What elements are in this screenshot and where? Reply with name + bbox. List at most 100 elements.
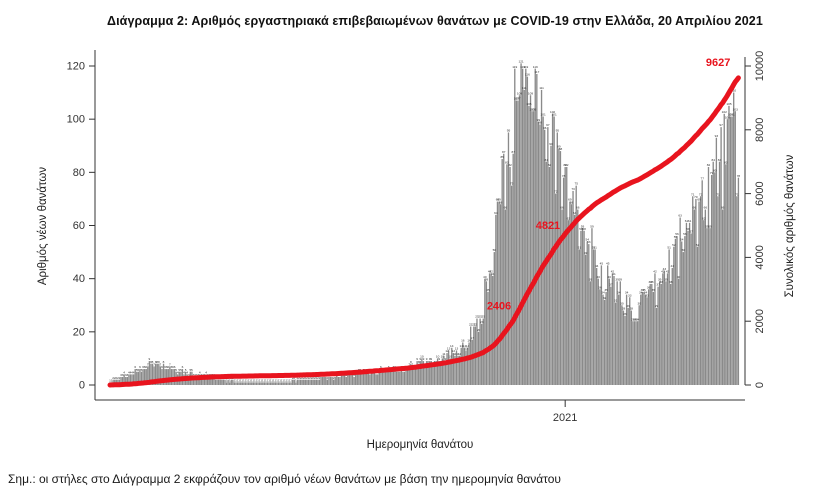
bar	[293, 379, 295, 385]
bar	[244, 382, 247, 385]
bar	[329, 377, 332, 385]
bar-value-label: 9	[416, 357, 418, 361]
bar-value-label: 82	[508, 163, 512, 167]
bar	[380, 369, 382, 385]
bar-value-label: 9	[445, 357, 447, 361]
bar-value-label: 93	[715, 134, 719, 138]
bar-value-label: 2	[293, 376, 295, 380]
bar-value-label: 42	[661, 269, 665, 273]
bar	[399, 371, 401, 385]
line-annotations: 2406 4821 9627	[487, 57, 731, 313]
bar	[351, 374, 354, 385]
bar-value-label: 7	[147, 362, 149, 366]
bar-value-label: 2	[304, 376, 306, 380]
bar-value-label: 31	[614, 299, 618, 303]
bar	[389, 371, 392, 385]
bar-value-label: 13	[455, 347, 459, 351]
bar	[342, 374, 344, 385]
bar-value-label: 85	[500, 155, 504, 159]
bar	[444, 361, 447, 385]
bar	[279, 382, 281, 385]
bar-value-label: 61	[685, 219, 689, 223]
bar	[614, 302, 617, 385]
bar	[430, 361, 432, 385]
bar-value-label: 59	[590, 224, 594, 228]
bar	[164, 369, 166, 385]
bar-value-label: 71	[691, 192, 695, 196]
bar	[227, 379, 229, 385]
bar	[213, 377, 215, 385]
bar	[531, 111, 533, 385]
bar-value-label: 75	[574, 182, 578, 186]
x-axis-tick-label: 2021	[553, 412, 577, 424]
bar-value-label: 41	[612, 272, 616, 276]
bar	[331, 377, 333, 385]
bar-value-label: 3	[196, 373, 198, 377]
bar	[695, 198, 697, 385]
bar-value-label: 102	[550, 110, 555, 114]
bar	[285, 382, 288, 385]
bar-value-label: 1	[262, 378, 264, 382]
bar-value-label: 1	[240, 378, 242, 382]
bar	[384, 371, 387, 385]
bar-value-label: 6	[167, 365, 169, 369]
bar-value-label: 119	[533, 65, 538, 69]
bar	[592, 249, 595, 385]
bar-value-label: 64	[573, 211, 577, 215]
bar	[539, 124, 541, 385]
bar-value-label: 11	[456, 352, 459, 356]
bar-value-label: 78	[737, 174, 741, 178]
bar	[644, 294, 647, 385]
bar	[605, 291, 607, 385]
bar-value-label: 4	[130, 370, 132, 374]
bar-value-label: 5	[175, 368, 177, 372]
bar	[367, 371, 369, 385]
bar	[310, 379, 313, 385]
bar	[353, 377, 355, 385]
bar-value-label: 1	[265, 378, 267, 382]
bar	[257, 382, 259, 385]
bar-value-label: 34	[625, 291, 629, 295]
bar	[388, 369, 390, 385]
bar-value-label: 1	[251, 378, 253, 382]
left-axis-tick-label: 40	[73, 273, 85, 285]
bar	[696, 246, 699, 385]
bar	[419, 361, 421, 385]
bar	[249, 382, 251, 385]
bars-group	[109, 63, 740, 386]
bar	[498, 201, 500, 385]
bar-value-label: 73	[571, 187, 575, 191]
bar-value-label: 39	[658, 277, 662, 281]
bar	[229, 382, 231, 385]
bar-value-label: 109	[517, 91, 522, 95]
bar	[733, 92, 735, 385]
bar-value-label: 58	[579, 227, 583, 231]
bar-value-label: 7	[160, 362, 162, 366]
bar-value-label: 9	[430, 357, 432, 361]
bar	[529, 95, 532, 386]
bar	[309, 379, 311, 385]
bar-value-label: 97	[719, 123, 723, 127]
bar-value-label: 52	[672, 243, 676, 247]
bar-value-label: 87	[502, 150, 506, 154]
bar	[636, 321, 639, 385]
bar-value-label: 82	[548, 163, 552, 167]
bar	[597, 278, 599, 385]
bar	[433, 363, 436, 385]
bar	[540, 89, 543, 386]
bar-value-label: 51	[592, 246, 596, 250]
bar	[424, 366, 426, 385]
bar	[446, 353, 448, 385]
bar	[501, 159, 503, 385]
bar	[507, 132, 510, 385]
bar-value-label: 58	[582, 227, 586, 231]
bar	[734, 111, 736, 385]
bar	[611, 273, 614, 385]
bar	[225, 382, 228, 385]
bar	[544, 129, 546, 385]
bar-value-label: 57	[689, 230, 693, 234]
bar-value-label: 36	[598, 285, 602, 289]
bar	[394, 369, 396, 385]
bar	[112, 379, 114, 385]
bar	[654, 273, 656, 385]
